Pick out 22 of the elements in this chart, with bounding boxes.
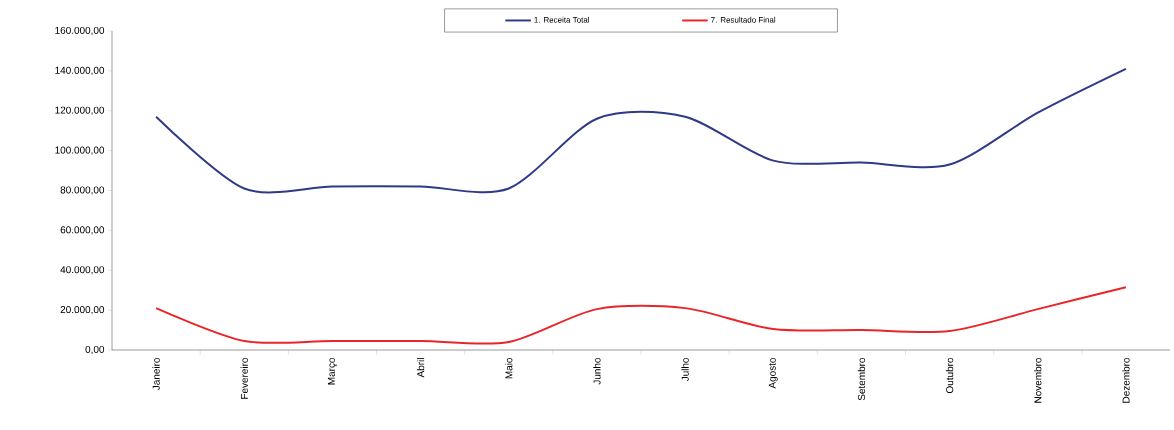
x-tick-label: Agosto (768, 357, 778, 389)
y-tick-label: 100.000,00 (55, 146, 105, 155)
x-tick-label: Março (327, 357, 337, 385)
x-tick-label: Setembro (857, 357, 866, 401)
x-tick-label: Fevereiro (240, 357, 248, 399)
x-tick-label: Janeiro (152, 357, 160, 391)
x-tick-label: Novembro (1034, 357, 1042, 403)
x-tick-label: Maio (505, 357, 513, 379)
y-tick-label: 40.000,00 (60, 266, 105, 275)
y-tick-label: 0,00 (85, 345, 105, 355)
line-series (155, 286, 1127, 345)
x-tick-label: Julho (681, 357, 689, 382)
y-tick-label: 120.000,00 (55, 106, 105, 115)
x-tick-label: Dezembro (1122, 357, 1130, 403)
y-tick-label: 140.000,00 (55, 66, 105, 75)
y-tick-label: 80.000,00 (60, 186, 105, 195)
x-tick-label: Abril (416, 358, 425, 378)
y-tick-label: 20.000,00 (60, 306, 105, 315)
y-tick-label: 160.000,00 (55, 26, 105, 36)
y-tick-label: 60.000,00 (60, 226, 105, 235)
x-tick-label: Junho (593, 357, 601, 385)
x-tick-label: Outubro (945, 357, 954, 394)
